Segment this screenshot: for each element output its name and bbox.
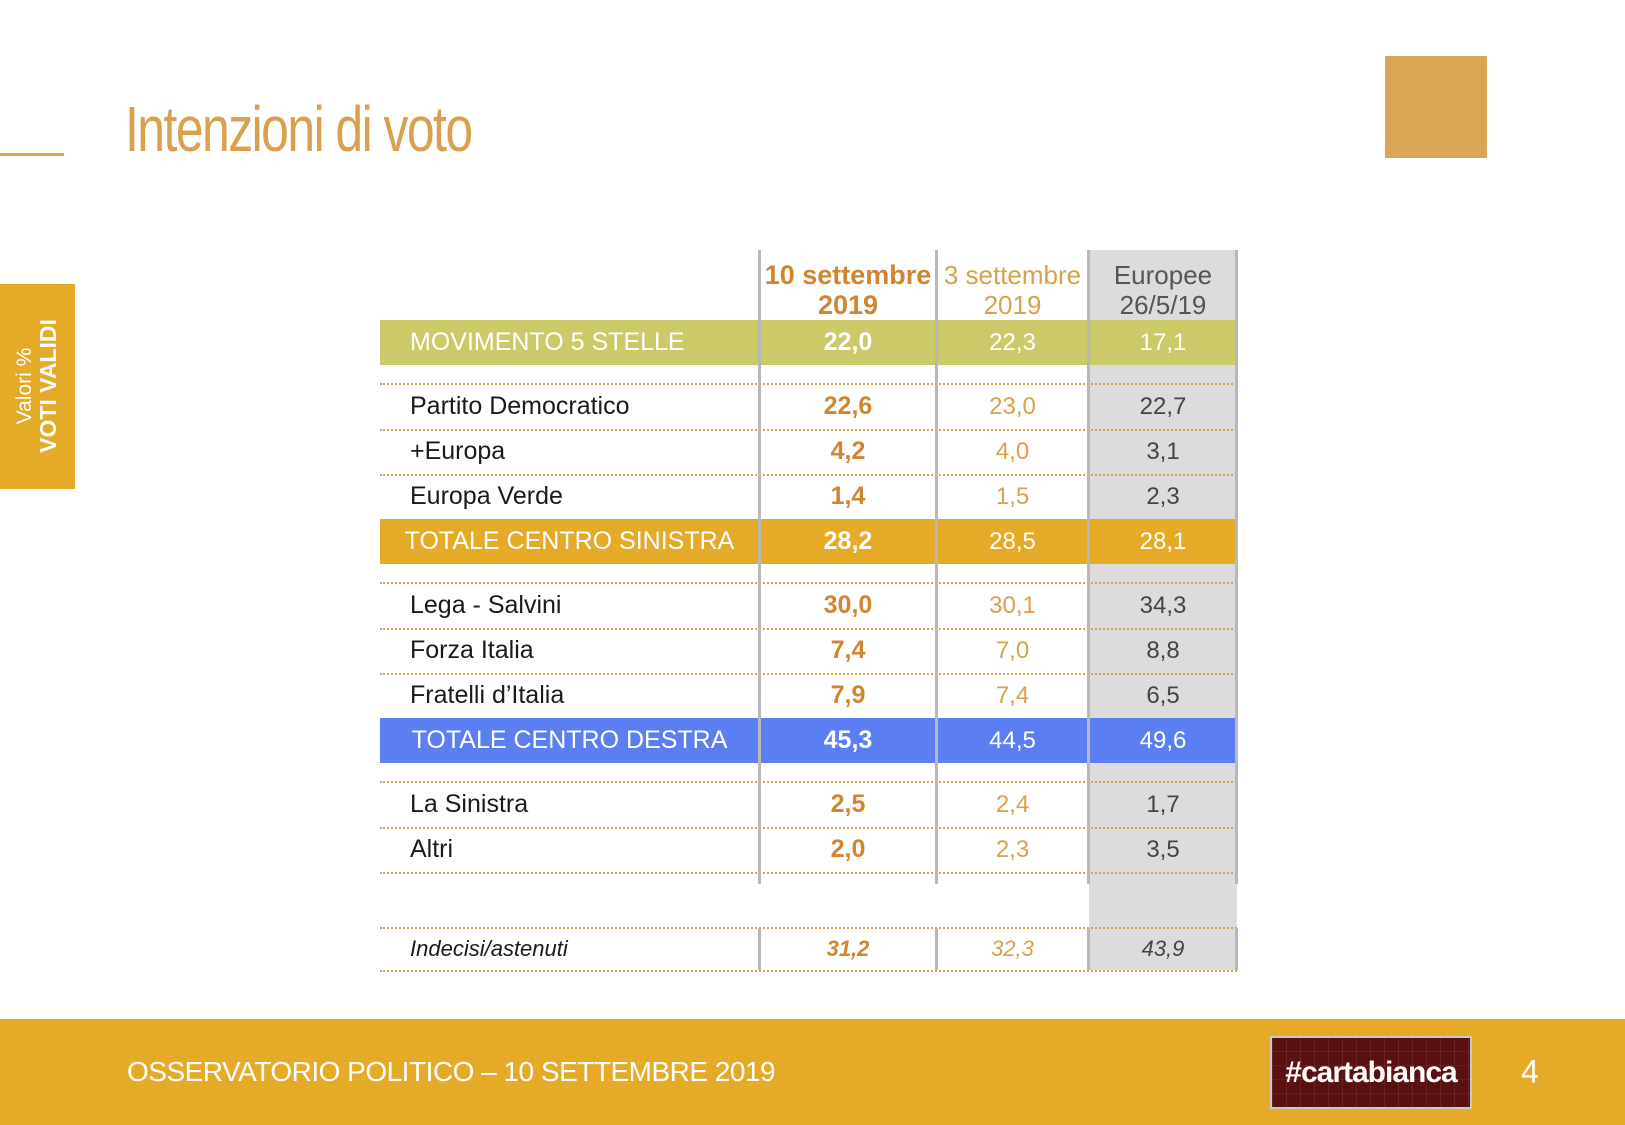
value-europee: 3,5 — [1146, 836, 1180, 863]
party-name: +Europa — [410, 437, 506, 465]
column-header-3-settembre: 3 settembre 2019 — [936, 250, 1089, 339]
table-row-europa: +Europa 4,2 4,0 3,1 — [380, 429, 1237, 476]
table-row-lega: Lega - Salvini 30,0 30,1 34,3 — [380, 583, 1237, 630]
column-header-europee: Europee 26/5/19 — [1089, 250, 1237, 339]
value-3-settembre: 28,5 — [989, 528, 1036, 555]
party-name: Forza Italia — [410, 636, 534, 664]
value-europee: 3,1 — [1146, 438, 1180, 465]
value-10-settembre: 22,6 — [823, 392, 873, 420]
value-europee: 43,9 — [1141, 936, 1185, 961]
column-divider — [1087, 250, 1090, 884]
column-divider — [1235, 928, 1238, 970]
column-divider — [758, 250, 761, 884]
value-10-settembre: 1,4 — [830, 482, 866, 510]
column-header-line1: 3 settembre — [943, 260, 1082, 290]
column-divider — [1235, 250, 1238, 884]
column-divider — [935, 250, 938, 884]
value-europee: 49,6 — [1139, 727, 1187, 754]
page-title: Intenzioni di voto — [125, 93, 473, 165]
party-name: Lega - Salvini — [410, 591, 562, 619]
column-header-line2: 2019 — [983, 290, 1042, 320]
value-3-settembre: 32,3 — [991, 936, 1034, 961]
party-name: Indecisi/astenuti — [410, 936, 568, 961]
column-header-line1: 10 settembre — [764, 260, 932, 290]
value-10-settembre: 7,4 — [830, 636, 866, 664]
value-europee: 34,3 — [1139, 592, 1187, 619]
column-header-line1: Europee — [1113, 260, 1213, 290]
title-rule — [0, 153, 64, 156]
value-3-settembre: 23,0 — [989, 393, 1036, 420]
value-3-settembre: 2,4 — [995, 791, 1030, 818]
table-row-totale-centro-sinistra: TOTALE CENTRO SINISTRA 28,2 28,5 28,1 — [380, 519, 1237, 564]
value-10-settembre: 2,5 — [830, 790, 866, 818]
value-europee: 2,3 — [1146, 483, 1180, 510]
value-10-settembre: 2,0 — [830, 835, 866, 863]
value-3-settembre: 44,5 — [989, 727, 1036, 754]
table-row-totale-centro-destra: TOTALE CENTRO DESTRA 45,3 44,5 49,6 — [380, 718, 1237, 763]
table-row-forza-italia: Forza Italia 7,4 7,0 8,8 — [380, 628, 1237, 675]
value-europee: 17,1 — [1139, 329, 1187, 356]
side-tab-line2: VOTI VALIDI — [34, 319, 61, 453]
column-divider — [758, 928, 761, 970]
row-separator — [380, 383, 1237, 385]
value-3-settembre: 4,0 — [995, 438, 1030, 465]
column-divider — [935, 928, 938, 970]
side-tab-label: Valori % VOTI VALIDI — [12, 319, 61, 453]
table-row-europa-verde: Europa Verde 1,4 1,5 2,3 — [380, 474, 1237, 519]
page-number: 4 — [1521, 1053, 1539, 1090]
value-10-settembre: 4,2 — [830, 437, 866, 465]
value-10-settembre: 22,0 — [823, 328, 873, 356]
side-tab: Valori % VOTI VALIDI — [0, 284, 75, 489]
value-europee: 6,5 — [1146, 682, 1180, 709]
row-separator — [380, 781, 1237, 783]
value-3-settembre: 2,3 — [995, 836, 1030, 863]
value-europee: 8,8 — [1146, 637, 1180, 664]
value-europee: 1,7 — [1146, 791, 1180, 818]
column-europee-background — [1089, 250, 1237, 970]
value-3-settembre: 22,3 — [989, 329, 1036, 356]
value-europee: 22,7 — [1139, 393, 1187, 420]
row-separator — [380, 927, 1237, 929]
value-europee: 28,1 — [1139, 528, 1187, 555]
column-header-line2: 2019 — [817, 290, 879, 320]
footer-title: OSSERVATORIO POLITICO – 10 SETTEMBRE 201… — [127, 1056, 776, 1087]
footer: OSSERVATORIO POLITICO – 10 SETTEMBRE 201… — [0, 1019, 1625, 1125]
logo-square — [1385, 56, 1487, 158]
row-separator — [380, 582, 1237, 584]
party-name: Europa Verde — [410, 482, 563, 510]
value-3-settembre: 1,5 — [995, 483, 1030, 510]
table-row-fratelli-italia: Fratelli d’Italia 7,9 7,4 6,5 — [380, 673, 1237, 718]
party-name: Altri — [410, 835, 454, 863]
value-3-settembre: 7,4 — [995, 682, 1030, 709]
party-name: MOVIMENTO 5 STELLE — [410, 328, 685, 356]
value-3-settembre: 30,1 — [989, 592, 1036, 619]
party-name: Fratelli d’Italia — [410, 681, 565, 709]
value-10-settembre: 31,2 — [826, 936, 870, 961]
table-row-la-sinistra: La Sinistra 2,5 2,4 1,7 — [380, 782, 1237, 829]
ixe-logo — [1360, 52, 1490, 162]
badge-label: #cartabianca — [1285, 1055, 1457, 1089]
column-divider — [1087, 928, 1090, 970]
table-row-m5s: MOVIMENTO 5 STELLE 22,0 22,3 17,1 — [380, 320, 1237, 365]
cartabianca-badge: #cartabianca — [1270, 1036, 1472, 1109]
value-10-settembre: 28,2 — [823, 527, 873, 555]
value-3-settembre: 7,0 — [995, 637, 1030, 664]
column-header-10-settembre: 10 settembre 2019 — [760, 250, 936, 339]
table-row-pd: Partito Democratico 22,6 23,0 22,7 — [380, 384, 1237, 431]
table-row-altri: Altri 2,0 2,3 3,5 — [380, 827, 1237, 874]
value-10-settembre: 7,9 — [830, 681, 866, 709]
side-tab-line1: Valori % — [12, 347, 36, 425]
party-name: La Sinistra — [410, 790, 529, 818]
table-row-indecisi: Indecisi/astenuti 31,2 32,3 43,9 — [380, 928, 1237, 972]
column-header-line2: 26/5/19 — [1119, 290, 1207, 320]
party-name: Partito Democratico — [410, 392, 630, 420]
party-name: TOTALE CENTRO SINISTRA — [404, 527, 735, 555]
value-10-settembre: 45,3 — [823, 726, 873, 754]
party-name: TOTALE CENTRO DESTRA — [411, 726, 728, 754]
value-10-settembre: 30,0 — [823, 591, 873, 619]
